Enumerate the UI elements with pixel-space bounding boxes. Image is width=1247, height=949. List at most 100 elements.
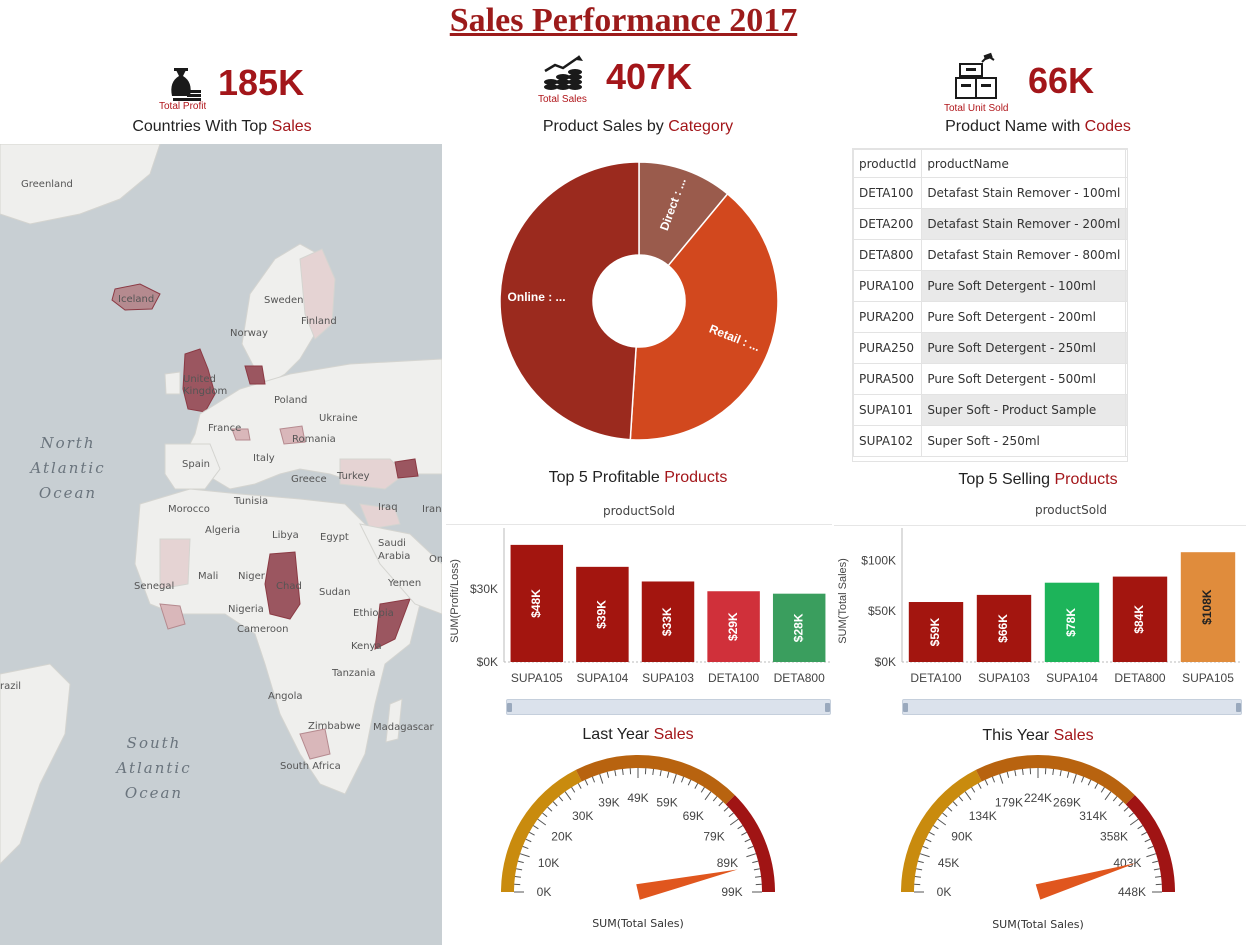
bar[interactable] — [772, 593, 826, 662]
donut-section-title: Product Sales by Category — [542, 118, 734, 135]
scrollbar-handle-right[interactable] — [825, 703, 830, 712]
gauge-tick — [917, 860, 924, 864]
map-label-niger: Niger — [238, 571, 265, 582]
scrollbar-handle-left[interactable] — [903, 703, 908, 712]
gauge-tick — [753, 868, 760, 871]
gauge-tick — [937, 818, 947, 826]
selling-bar-chart[interactable]: SUM(Total Sales) $0K $50K $100K $59K DETA100 $… — [834, 526, 1246, 696]
gauge-tick — [958, 796, 964, 802]
bar[interactable] — [510, 544, 564, 662]
gauge-tick — [533, 825, 539, 830]
x-tick-label: DETA800 — [1114, 671, 1165, 685]
x-tick-label: SUPA105 — [1182, 671, 1234, 685]
donut-slice[interactable] — [499, 161, 640, 441]
gauge-tick — [947, 806, 953, 812]
scrollbar-handle-left[interactable] — [507, 703, 512, 712]
bar[interactable] — [576, 566, 629, 662]
gauge-tick-label: 69K — [683, 809, 704, 823]
cell-product-id: DETA100 — [853, 177, 923, 209]
gauge-tick — [922, 845, 929, 850]
col-header-value[interactable] — [1125, 149, 1127, 178]
cell-product-name: Super Soft - 250ml — [921, 425, 1127, 457]
gauge-tick — [522, 845, 529, 850]
gauge-tick — [933, 825, 939, 830]
gauge-tick — [577, 783, 582, 789]
selling-section-title: Top 5 Selling Products — [958, 471, 1118, 488]
cell-product-name: Pure Soft Detergent - 250ml — [921, 332, 1127, 364]
cell-value: 1 — [1125, 239, 1127, 271]
cell-product-id: SUPA101 — [853, 394, 923, 426]
bar[interactable] — [1180, 552, 1236, 662]
col-header-productname[interactable]: productName — [921, 149, 1127, 178]
cell-product-id: PURA250 — [853, 332, 923, 364]
donut-slice[interactable] — [629, 192, 779, 441]
gauge-tick-label: 79K — [703, 830, 724, 844]
map-label-saudi-arabia: Saudi Arabia — [378, 538, 411, 562]
gauge-band — [975, 755, 1135, 805]
bar[interactable] — [1044, 582, 1100, 662]
map-label-yemen: Yemen — [388, 578, 422, 589]
selling-chart-scrollbar[interactable] — [902, 699, 1242, 715]
boxes-icon — [954, 52, 998, 102]
kpi-total-sales-label: Total Sales — [538, 94, 587, 105]
x-tick-label: SUPA103 — [642, 671, 694, 685]
bar[interactable] — [707, 591, 760, 662]
gauge-tick — [529, 831, 535, 836]
this-year-gauge-label: SUM(Total Sales) — [992, 918, 1084, 931]
category-donut-chart[interactable]: Direct : ... Retail : ... Online : ... — [496, 158, 782, 448]
gauge-tick-label: 49K — [627, 791, 648, 805]
gauge-tick — [558, 796, 564, 802]
gauge-tick — [537, 818, 547, 826]
gauge-tick — [752, 860, 759, 864]
bar-value-label: $29K — [726, 612, 740, 641]
cell-product-id: PURA500 — [853, 363, 923, 395]
world-map[interactable]: Greenland Iceland Sweden Finland Norway … — [0, 144, 442, 945]
selling-chart-subtitle: productSold — [1034, 503, 1108, 517]
gauge-tick — [747, 845, 754, 850]
gauge-tick — [1141, 831, 1147, 836]
gauge-tick-label: 10K — [538, 856, 559, 870]
gauge-tick-label: 39K — [598, 796, 619, 810]
cell-product-id: PURA200 — [853, 301, 923, 333]
gauge-tick — [1072, 773, 1077, 784]
gauge-tick-label: 30K — [572, 809, 593, 823]
gauge-tick — [552, 801, 558, 807]
region-highlight — [111, 283, 161, 311]
table-section-title: Product Name with Codes — [945, 118, 1131, 135]
bar[interactable] — [641, 581, 695, 662]
x-tick-label: SUPA103 — [978, 671, 1030, 685]
gauge-tick — [971, 787, 976, 793]
scrollbar-handle-right[interactable] — [1236, 703, 1241, 712]
col-header-productid[interactable]: productId — [853, 149, 923, 178]
product-table-panel[interactable]: productId productName DETA100 Detafast St… — [852, 148, 1128, 462]
map-label-romania: Romania — [292, 434, 336, 445]
x-tick-label: DETA100 — [910, 671, 961, 685]
cell-value: 1 — [1125, 394, 1127, 426]
profit-bar-chart[interactable]: SUM(Profit/Loss) $0K $30K $48K SUPA105 $39K SU… — [446, 526, 832, 696]
gauge-tick — [916, 868, 923, 871]
gauge-tick — [1059, 770, 1062, 777]
gauge-tick-label: 179K — [995, 796, 1023, 810]
gauge-tick-label: 45K — [938, 856, 959, 870]
gauge-tick — [1066, 771, 1070, 778]
bar[interactable] — [1112, 576, 1168, 662]
x-tick-label: SUPA104 — [1046, 671, 1098, 685]
map-label-ethiopia: Ethiopia — [353, 608, 394, 619]
bar[interactable] — [908, 602, 964, 662]
profit-chart-scrollbar[interactable] — [506, 699, 831, 715]
donut-canvas: Direct : ...Retail : ...Online : ... — [499, 161, 779, 441]
cell-product-name: Pure Soft Detergent - 100ml — [921, 270, 1127, 302]
gauge-tick — [1129, 818, 1139, 826]
bar[interactable] — [976, 594, 1032, 662]
